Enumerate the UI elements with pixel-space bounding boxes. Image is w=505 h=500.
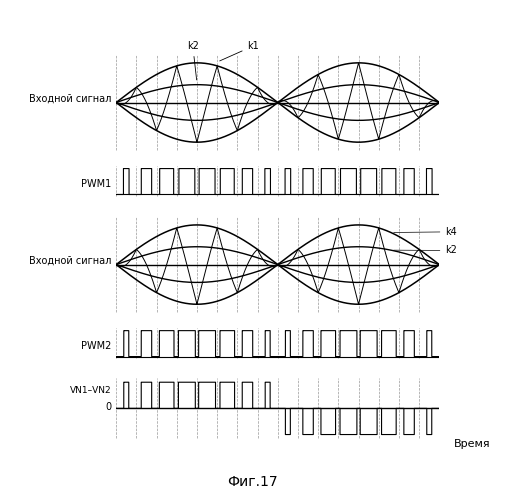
Text: k1: k1: [220, 41, 259, 61]
Text: Входной сигнал: Входной сигнал: [29, 94, 111, 104]
Text: k4: k4: [393, 227, 457, 237]
Text: Входной сигнал: Входной сигнал: [29, 256, 111, 266]
Text: 0: 0: [105, 402, 111, 412]
Text: k2: k2: [394, 246, 458, 256]
Text: VN1–VN2: VN1–VN2: [70, 386, 111, 395]
Text: k2: k2: [187, 41, 199, 80]
Text: Время: Время: [453, 440, 490, 450]
Text: Фиг.17: Фиг.17: [227, 476, 278, 490]
Text: PWM2: PWM2: [81, 340, 111, 350]
Text: PWM1: PWM1: [81, 178, 111, 188]
